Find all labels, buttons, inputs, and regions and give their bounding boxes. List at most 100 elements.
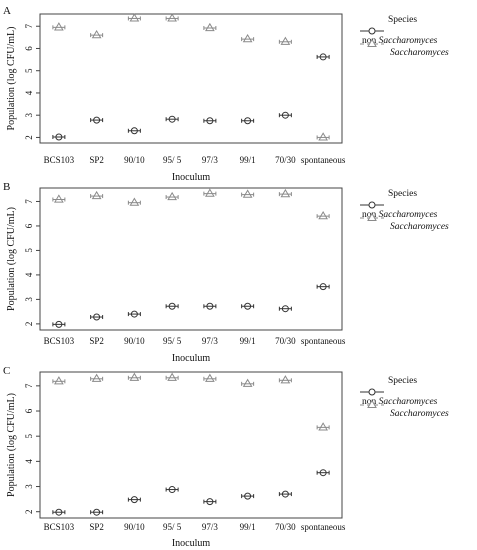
data-point-circle xyxy=(165,115,179,123)
data-point-triangle xyxy=(203,188,217,197)
data-point-triangle xyxy=(203,22,217,32)
x-tick-label: 99/1 xyxy=(240,336,256,346)
data-point-circle xyxy=(241,492,255,500)
x-tick-label: SP2 xyxy=(89,155,104,165)
legend-label-non-saccharomyces: non Saccharomyces xyxy=(362,210,438,220)
data-point-triangle xyxy=(127,197,141,206)
y-tick-label: 6 xyxy=(24,408,34,413)
plot-frame xyxy=(39,187,343,331)
y-tick-label: 2 xyxy=(24,135,34,140)
data-point-circle xyxy=(52,133,66,141)
legend-label-prefix: non xyxy=(362,210,379,220)
data-point-circle xyxy=(278,111,292,119)
data-point-circle xyxy=(316,469,330,477)
y-tick-label: 5 xyxy=(24,433,34,438)
data-point-circle xyxy=(52,320,66,328)
x-tick-label: 90/10 xyxy=(124,336,145,346)
panel-B: B 2 3 4 5 6 7 BCS103 SP2 90/10 95/ 5 97/3 99/1 70/30 s… xyxy=(3,181,449,364)
x-tick-label: 70/30 xyxy=(275,155,296,165)
data-point-triangle xyxy=(316,422,330,431)
y-tick-label: 7 xyxy=(24,23,34,28)
x-tick-label: BCS103 xyxy=(44,155,75,165)
data-point-triangle xyxy=(165,13,179,22)
data-point-triangle xyxy=(316,210,330,220)
x-tick-label: spontaneous xyxy=(301,336,346,346)
legend-title: Species xyxy=(388,189,417,199)
data-point-circle xyxy=(241,302,255,310)
x-tick-label: 70/30 xyxy=(275,336,296,346)
y-tick-label: 3 xyxy=(24,112,34,117)
data-point-triangle xyxy=(52,376,66,385)
y-tick-label: 6 xyxy=(24,46,34,51)
panel-letter: C xyxy=(3,365,10,377)
data-point-triangle xyxy=(90,29,104,39)
data-point-circle xyxy=(241,117,255,125)
legend-triangle-marker xyxy=(367,212,377,221)
x-tick-label: 95/ 5 xyxy=(163,155,182,165)
x-tick-label: 97/3 xyxy=(202,155,219,165)
legend-label-saccharomyces: Saccharomyces xyxy=(390,222,449,232)
y-tick-label: 4 xyxy=(24,90,34,95)
data-point-triangle xyxy=(52,194,66,203)
legend-label-prefix: non xyxy=(362,36,379,46)
data-point-circle xyxy=(52,508,66,516)
data-point-circle xyxy=(127,496,141,504)
data-point-triangle xyxy=(52,22,66,31)
x-tick-label: 97/3 xyxy=(202,522,219,532)
y-tick-label: 3 xyxy=(24,484,34,489)
data-point-circle xyxy=(203,117,217,125)
data-point-circle xyxy=(165,302,179,310)
data-point-triangle xyxy=(90,373,104,382)
data-point-circle xyxy=(316,283,330,291)
y-tick-label: 2 xyxy=(24,509,34,514)
y-tick-label: 2 xyxy=(24,322,34,327)
legend-circle-marker xyxy=(368,388,376,396)
x-tick-label: 99/1 xyxy=(240,522,256,532)
legend-circle-marker xyxy=(368,201,376,209)
y-tick-label: 4 xyxy=(24,272,34,277)
legend-label-saccharomyces: Saccharomyces xyxy=(390,48,449,58)
panel-A: A 2 3 4 5 6 7 BCS103 SP2 90/10 95/ 5 97/3 99/1 70/30 s… xyxy=(3,5,449,183)
y-tick-label: 4 xyxy=(24,459,34,464)
x-tick-label: BCS103 xyxy=(44,336,75,346)
data-point-triangle xyxy=(90,190,104,200)
x-tick-label: 95/ 5 xyxy=(163,336,182,346)
data-point-circle xyxy=(203,302,217,310)
x-tick-label: 90/10 xyxy=(124,522,145,532)
data-point-triangle xyxy=(278,188,292,198)
y-tick-label: 5 xyxy=(24,68,34,73)
data-point-triangle xyxy=(165,191,179,201)
legend-label-saccharomyces: Saccharomyces xyxy=(390,409,449,419)
legend-title: Species xyxy=(388,376,417,386)
x-tick-label: spontaneous xyxy=(301,522,346,532)
panel-letter: B xyxy=(3,181,10,193)
legend-label-genus: Saccharomyces xyxy=(379,36,438,46)
x-tick-label: 99/1 xyxy=(240,155,256,165)
y-tick-label: 3 xyxy=(24,297,34,302)
data-point-triangle xyxy=(241,33,255,43)
x-axis-label: Inoculum xyxy=(172,172,211,183)
data-point-triangle xyxy=(241,189,255,198)
legend-label-genus: Saccharomyces xyxy=(379,210,438,220)
x-tick-label: 70/30 xyxy=(275,522,296,532)
legend-label-prefix: non xyxy=(362,397,379,407)
legend-label-genus: Saccharomyces xyxy=(379,397,438,407)
plot-frame xyxy=(39,13,343,144)
x-tick-label: spontaneous xyxy=(301,155,346,165)
data-point-circle xyxy=(278,490,292,498)
x-tick-label: 97/3 xyxy=(202,336,219,346)
y-tick-label: 7 xyxy=(24,199,34,204)
y-tick-label: 7 xyxy=(24,383,34,388)
y-tick-label: 6 xyxy=(24,223,34,228)
legend-triangle-marker xyxy=(367,399,377,408)
data-point-circle xyxy=(316,53,330,61)
legend-label-non-saccharomyces: non Saccharomyces xyxy=(362,397,438,407)
legend-label-non-saccharomyces: non Saccharomyces xyxy=(362,36,438,46)
data-point-circle xyxy=(90,313,104,321)
data-point-circle xyxy=(278,305,292,313)
legend-circle-marker xyxy=(368,27,376,35)
x-tick-label: BCS103 xyxy=(44,522,75,532)
y-axis-label: Population (log CFU/mL) xyxy=(6,393,17,497)
y-axis-label: Population (log CFU/mL) xyxy=(6,207,17,311)
